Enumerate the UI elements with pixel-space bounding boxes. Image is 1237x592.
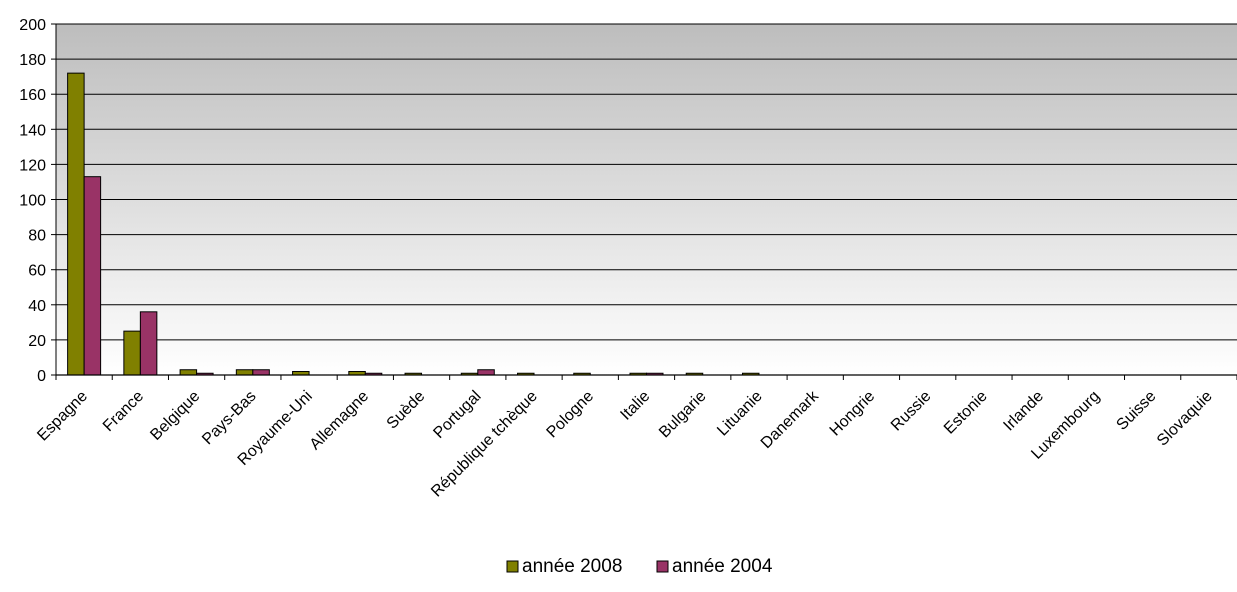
y-tick-label: 160	[19, 87, 46, 104]
category-label: Portugal	[430, 388, 484, 442]
y-tick-label: 20	[28, 333, 46, 350]
y-tick-label: 140	[19, 122, 46, 139]
y-tick-label: 200	[19, 17, 46, 34]
category-label: Slovaquie	[1154, 388, 1216, 450]
bar-2008	[179, 369, 198, 376]
category-label: Russie	[888, 388, 935, 435]
axes	[51, 23, 1237, 380]
category-label: Belgique	[147, 388, 203, 444]
legend-swatch	[656, 560, 669, 573]
y-tick-label: 0	[37, 368, 46, 385]
category-label: Suède	[384, 388, 429, 433]
category-label: Suisse	[1113, 388, 1159, 434]
bar-2008	[235, 369, 254, 376]
category-label: République tchèque	[428, 388, 541, 501]
bar-2008	[123, 330, 141, 376]
category-label: Hongrie	[827, 388, 879, 440]
category-label: Italie	[617, 388, 653, 424]
category-label: Lituanie	[714, 388, 766, 440]
legend-label: année 2008	[522, 556, 622, 577]
y-tick-label: 120	[19, 157, 46, 174]
gridlines	[56, 23, 1237, 341]
bar-2004	[139, 311, 158, 376]
y-tick-label: 180	[19, 52, 46, 69]
y-tick-label: 60	[28, 263, 46, 280]
category-label: France	[100, 388, 147, 435]
y-tick-label: 100	[19, 193, 46, 210]
legend: année 2008 année 2004	[506, 556, 773, 577]
category-label: Espagne	[34, 388, 91, 445]
category-label: Danemark	[758, 387, 823, 452]
x-axis-category-labels: Espagne France BelgiquePays-BasRoyaume-Uni…	[34, 387, 1216, 500]
category-label: Allemagne	[307, 388, 373, 454]
category-label: Bulgarie	[656, 388, 710, 442]
bar-2008	[67, 72, 85, 376]
category-label: Estonie	[941, 388, 991, 438]
bar-2004	[477, 369, 495, 376]
legend-label: année 2004	[672, 556, 773, 577]
category-label: Pologne	[544, 388, 598, 442]
bar-2004	[252, 369, 270, 376]
bars	[67, 72, 760, 376]
y-tick-label: 80	[28, 228, 46, 245]
y-axis-tick-labels: 0 20 40 60 80 100 120 140 160 180 200	[19, 17, 46, 385]
y-tick-label: 40	[28, 298, 46, 315]
category-label: Irlande	[1000, 388, 1047, 435]
bar-2004	[83, 176, 102, 376]
category-label: Pays-Bas	[199, 388, 259, 448]
legend-swatch	[506, 560, 519, 573]
